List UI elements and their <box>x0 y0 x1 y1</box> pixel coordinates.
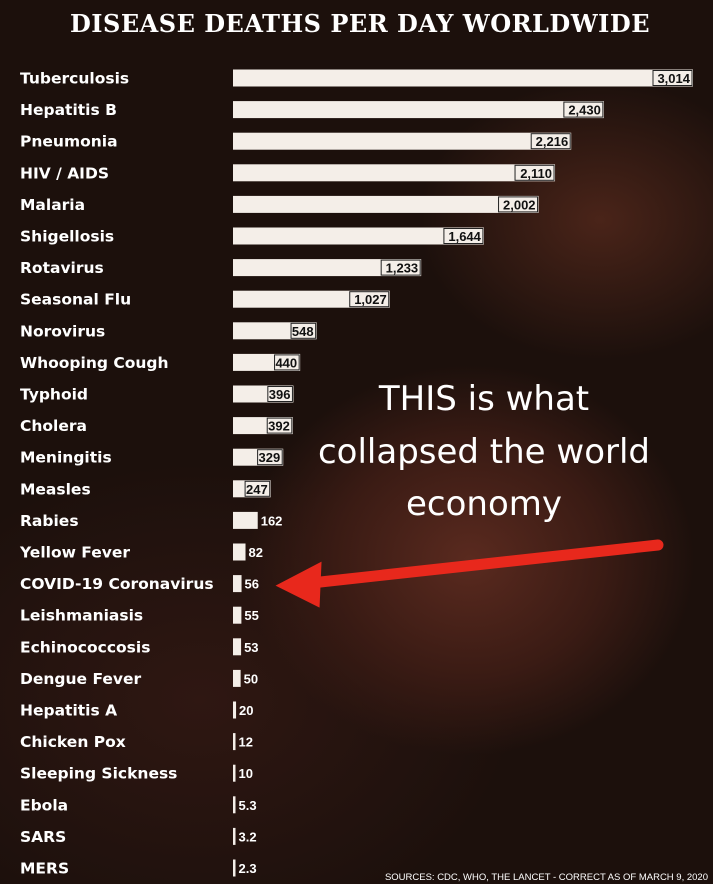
category-label-seasonal-flu: Seasonal Flu <box>20 291 131 309</box>
value-box-shigellosis <box>443 228 484 244</box>
value-label-leishmaniasis: 55 <box>244 608 258 623</box>
category-label-whooping-cough: Whooping Cough <box>20 354 169 372</box>
value-box-cholera <box>266 417 293 434</box>
bar-mers <box>233 859 236 877</box>
value-box-rotavirus <box>380 259 421 276</box>
value-label-echinococcosis: 53 <box>244 640 258 655</box>
bar-malaria <box>233 195 539 213</box>
value-label-covid-19-coronavirus: 56 <box>245 577 259 592</box>
bar-leishmaniasis <box>233 606 242 624</box>
category-label-sars: SARS <box>20 828 66 846</box>
bar-rotavirus <box>233 259 422 277</box>
category-label-hepatitis-a: Hepatitis A <box>20 702 117 720</box>
value-box-measles <box>244 480 271 497</box>
bars-layer: Tuberculosis 3,014 Hepatitis B 2,430 Pneumon… <box>19 69 693 878</box>
value-label-hepatitis-b: 2,430 <box>568 103 601 118</box>
category-label-mers: MERS <box>20 860 69 878</box>
value-label-sars: 3.2 <box>239 829 257 844</box>
category-label-meningitis: Meningitis <box>20 449 112 467</box>
value-box-norovirus <box>290 322 317 339</box>
category-label-shigellosis: Shigellosis <box>20 228 114 246</box>
bar-hepatitis-b <box>233 101 604 119</box>
bar-hiv-aids <box>233 164 556 182</box>
bar-echinococcosis <box>233 638 242 656</box>
value-label-malaria: 2,002 <box>503 197 536 212</box>
category-label-rabies: Rabies <box>20 512 79 530</box>
bar-sars <box>233 827 236 845</box>
value-label-ebola: 5.3 <box>239 798 257 813</box>
category-label-hepatitis-b: Hepatitis B <box>20 101 117 119</box>
value-label-shigellosis: 1,644 <box>448 229 481 244</box>
bar-covid-19-coronavirus <box>233 575 242 593</box>
bar-dengue-fever <box>233 669 241 687</box>
annotation-line-1: THIS is what <box>378 379 589 419</box>
bar-ebola <box>233 796 236 814</box>
value-label-hiv-aids: 2,110 <box>520 166 552 181</box>
category-label-typhoid: Typhoid <box>20 386 88 404</box>
value-label-chicken-pox: 12 <box>239 735 253 750</box>
value-label-cholera: 392 <box>268 419 290 434</box>
category-label-echinococcosis: Echinococcosis <box>20 638 150 656</box>
value-box-seasonal-flu <box>349 291 390 308</box>
bar-sleeping-sickness <box>233 764 236 782</box>
value-label-norovirus: 548 <box>292 324 314 339</box>
category-label-measles: Measles <box>20 480 91 498</box>
category-label-leishmaniasis: Leishmaniasis <box>20 607 143 625</box>
value-label-tuberculosis: 3,014 <box>657 71 690 86</box>
category-label-norovirus: Norovirus <box>20 322 105 340</box>
category-label-cholera: Cholera <box>20 417 87 435</box>
category-label-pneumonia: Pneumonia <box>20 133 118 151</box>
value-label-meningitis: 329 <box>259 450 281 465</box>
arrow-head <box>275 561 322 608</box>
category-label-tuberculosis: Tuberculosis <box>20 70 129 88</box>
category-label-ebola: Ebola <box>20 796 68 814</box>
chart-title: DISEASE DEATHS PER DAY WORLDWIDE <box>70 9 650 38</box>
value-label-rabies: 162 <box>261 513 283 528</box>
value-label-whooping-cough: 440 <box>275 355 297 370</box>
arrow-shaft <box>300 539 664 590</box>
value-label-hepatitis-a: 20 <box>239 703 253 718</box>
category-label-malaria: Malaria <box>20 196 85 214</box>
value-box-hiv-aids <box>514 164 555 181</box>
value-box-whooping-cough <box>274 354 300 371</box>
category-label-chicken-pox: Chicken Pox <box>20 733 126 751</box>
bar-rabies <box>233 511 258 529</box>
value-box-pneumonia <box>530 133 571 150</box>
value-box-hepatitis-b <box>563 101 604 118</box>
sources-note: SOURCES: CDC, WHO, THE LANCET - CORRECT … <box>385 872 708 883</box>
bar-hepatitis-a <box>233 701 237 719</box>
value-label-seasonal-flu: 1,027 <box>354 292 387 307</box>
category-label-rotavirus: Rotavirus <box>20 259 104 277</box>
bar-yellow-fever <box>233 543 246 561</box>
category-label-covid-19-coronavirus: COVID-19 Coronavirus <box>20 575 214 593</box>
value-box-malaria <box>498 196 539 213</box>
bar-pneumonia <box>233 132 572 150</box>
category-label-yellow-fever: Yellow Fever <box>19 544 130 562</box>
value-label-dengue-fever: 50 <box>244 671 258 686</box>
value-label-yellow-fever: 82 <box>249 545 263 560</box>
value-box-meningitis <box>257 449 283 466</box>
value-label-measles: 247 <box>246 482 268 497</box>
annotation-line-2: collapsed the world <box>318 432 650 472</box>
bar-tuberculosis <box>233 69 693 87</box>
value-label-rotavirus: 1,233 <box>386 261 419 276</box>
value-label-mers: 2.3 <box>239 861 257 876</box>
annotation-line-3: economy <box>406 484 562 524</box>
value-label-sleeping-sickness: 10 <box>239 766 253 781</box>
bar-chicken-pox <box>233 733 236 751</box>
value-box-tuberculosis <box>652 70 693 86</box>
value-label-pneumonia: 2,216 <box>536 134 569 149</box>
category-label-dengue-fever: Dengue Fever <box>20 670 142 688</box>
value-label-typhoid: 396 <box>269 387 291 402</box>
annotation-layer: THIS is what collapsed the world economy <box>275 379 664 608</box>
category-label-sleeping-sickness: Sleeping Sickness <box>20 765 177 783</box>
bar-shigellosis <box>233 227 484 245</box>
category-label-hiv-aids: HIV / AIDS <box>20 164 109 182</box>
value-box-typhoid <box>267 386 293 402</box>
